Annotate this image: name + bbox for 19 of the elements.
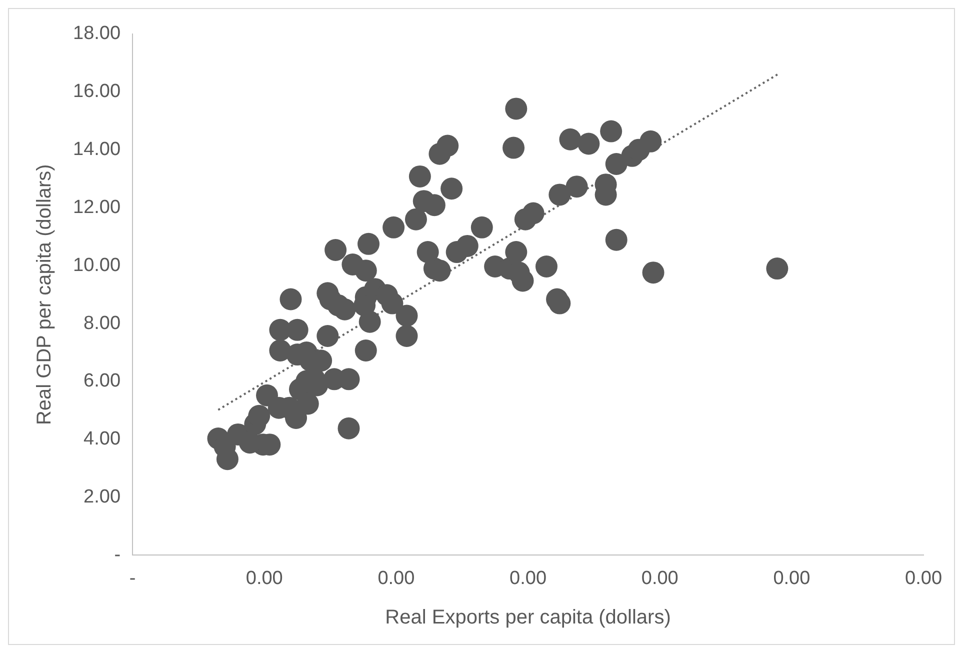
x-tick-label: 0.00 bbox=[905, 568, 942, 589]
y-tick-label: 12.00 bbox=[73, 196, 121, 218]
y-tick-label: 8.00 bbox=[84, 312, 121, 334]
y-tick-label: 4.00 bbox=[84, 428, 121, 450]
y-tick-label: 18.00 bbox=[73, 23, 121, 44]
x-axis-title: Real Exports per capita (dollars) bbox=[385, 606, 671, 629]
y-axis-title: Real GDP per capita (dollars) bbox=[34, 164, 56, 426]
y-tick-label: 10.00 bbox=[73, 254, 121, 276]
x-tick-label: - bbox=[129, 568, 136, 589]
y-tick-label: 6.00 bbox=[84, 370, 121, 392]
x-tick-label: 0.00 bbox=[510, 568, 547, 589]
x-tick-label: 0.00 bbox=[773, 568, 810, 589]
x-tick-label: 0.00 bbox=[246, 568, 283, 589]
x-tick-label: 0.00 bbox=[641, 568, 678, 589]
y-tick-label: - bbox=[114, 544, 121, 566]
y-tick-label: 2.00 bbox=[84, 486, 121, 508]
y-tick-label: 14.00 bbox=[73, 139, 121, 160]
x-tick-label: 0.00 bbox=[378, 568, 415, 589]
y-tick-label: 16.00 bbox=[73, 81, 121, 102]
